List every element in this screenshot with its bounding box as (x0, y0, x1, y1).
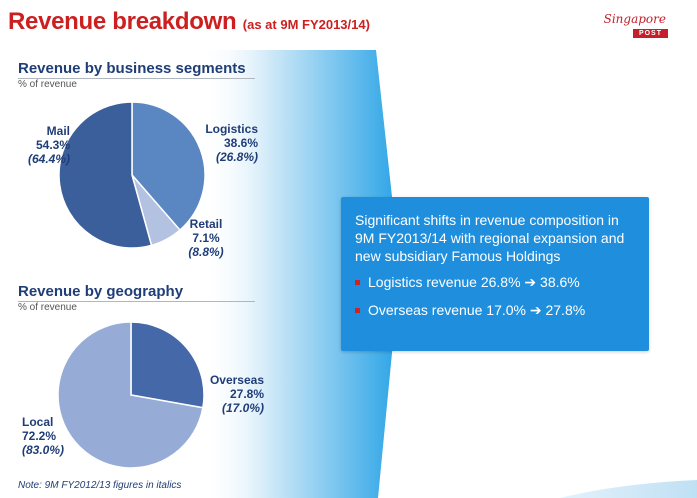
title-subtitle: (as at 9M FY2013/14) (242, 17, 370, 32)
logistics-value: 38.6% (223, 136, 258, 150)
mail-value: 54.3% (35, 138, 70, 152)
summary-callout: Significant shifts in revenue compositio… (341, 197, 649, 351)
logistics-name: Logistics (205, 122, 258, 136)
red-square-bullet-icon (355, 279, 360, 285)
label-overseas: Overseas 27.8% (17.0%) (196, 373, 264, 415)
geography-pie-chart (57, 321, 205, 469)
segments-pie-chart (58, 101, 206, 249)
mail-name: Mail (46, 124, 70, 138)
logo-script-text: Singapore (603, 12, 666, 26)
callout-bullet-item: Overseas revenue 17.0% ➔ 27.8% (355, 301, 635, 319)
label-local: Local 72.2% (83.0%) (22, 415, 82, 457)
label-logistics: Logistics 38.6% (26.8%) (190, 122, 258, 164)
local-name: Local (22, 415, 54, 429)
logo-post-badge: POST (632, 29, 668, 38)
geography-chart-subtitle: % of revenue (18, 302, 77, 313)
footnote: Note: 9M FY2012/13 figures in italics (18, 480, 182, 491)
callout-headline: Significant shifts in revenue compositio… (355, 212, 625, 264)
overseas-value: 27.8% (229, 387, 264, 401)
label-retail: Retail 7.1% (8.8%) (176, 217, 236, 259)
retail-value: 7.1% (192, 231, 220, 245)
callout-bullet-text: Overseas revenue 17.0% ➔ 27.8% (368, 302, 586, 318)
geography-chart-title: Revenue by geography (18, 283, 184, 300)
mail-prior: (64.4%) (27, 152, 70, 166)
page-title: Revenue breakdown (as at 9M FY2013/14) (8, 8, 370, 36)
callout-bullet-text: Logistics revenue 26.8% ➔ 38.6% (368, 274, 580, 290)
geography-pie-slice-overseas (130, 321, 205, 409)
local-prior: (83.0%) (22, 443, 65, 457)
retail-name: Retail (189, 217, 223, 231)
local-value: 72.2% (22, 429, 57, 443)
red-square-bullet-icon (355, 307, 360, 313)
overseas-prior: (17.0%) (221, 401, 264, 415)
segments-chart-title: Revenue by business segments (18, 60, 246, 77)
callout-bullet-item: Logistics revenue 26.8% ➔ 38.6% (355, 273, 635, 291)
segments-chart-subtitle: % of revenue (18, 79, 77, 90)
singapore-post-logo: Singapore POST (600, 12, 670, 46)
logistics-prior: (26.8%) (215, 150, 258, 164)
segments-pie-slice-logistics (131, 101, 206, 232)
geography-pie-slice-local (57, 321, 204, 469)
overseas-name: Overseas (209, 373, 264, 387)
geography-title-rule (18, 301, 255, 302)
segments-title-rule (18, 78, 255, 79)
title-text: Revenue breakdown (8, 8, 237, 35)
retail-prior: (8.8%) (188, 245, 224, 259)
callout-bullet-list: Logistics revenue 26.8% ➔ 38.6% Overseas… (355, 273, 635, 319)
segments-pie-slice-mail (58, 101, 153, 249)
label-mail: Mail 54.3% (64.4%) (10, 124, 70, 166)
